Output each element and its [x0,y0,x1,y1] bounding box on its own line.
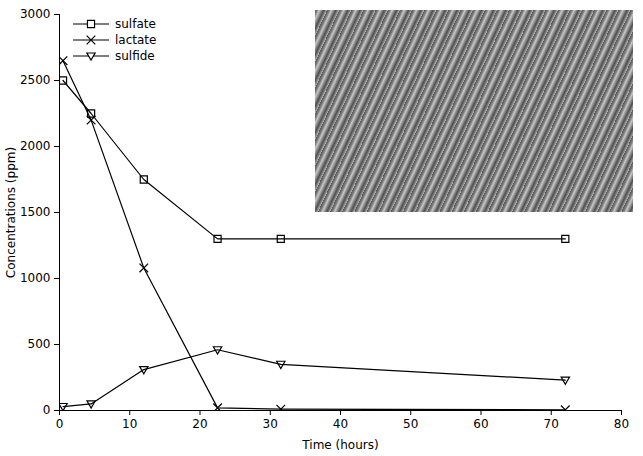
html-text:sulfide: sulfide [115,49,155,63]
svg-text:10: 10 [122,417,137,431]
svg-text:Concentrations (ppm): Concentrations (ppm) [4,147,18,278]
svg-text:80: 80 [614,417,629,431]
svg-text:40: 40 [333,417,348,431]
html-text:lactate: lactate [115,33,157,47]
svg-text:70: 70 [544,417,559,431]
svg-text:1500: 1500 [20,205,51,219]
svg-text:Time (hours): Time (hours) [301,438,378,452]
svg-text:0: 0 [43,403,51,417]
svg-text:60: 60 [473,417,488,431]
svg-text:50: 50 [403,417,418,431]
svg-text:500: 500 [28,337,51,351]
svg-text:20: 20 [192,417,207,431]
svg-text:2500: 2500 [20,73,51,87]
html-text:sulfate: sulfate [115,17,156,31]
svg-text:30: 30 [263,417,278,431]
svg-text:3000: 3000 [20,7,51,21]
svg-text:0: 0 [56,417,64,431]
svg-text:2000: 2000 [20,139,51,153]
svg-text:1000: 1000 [20,271,51,285]
